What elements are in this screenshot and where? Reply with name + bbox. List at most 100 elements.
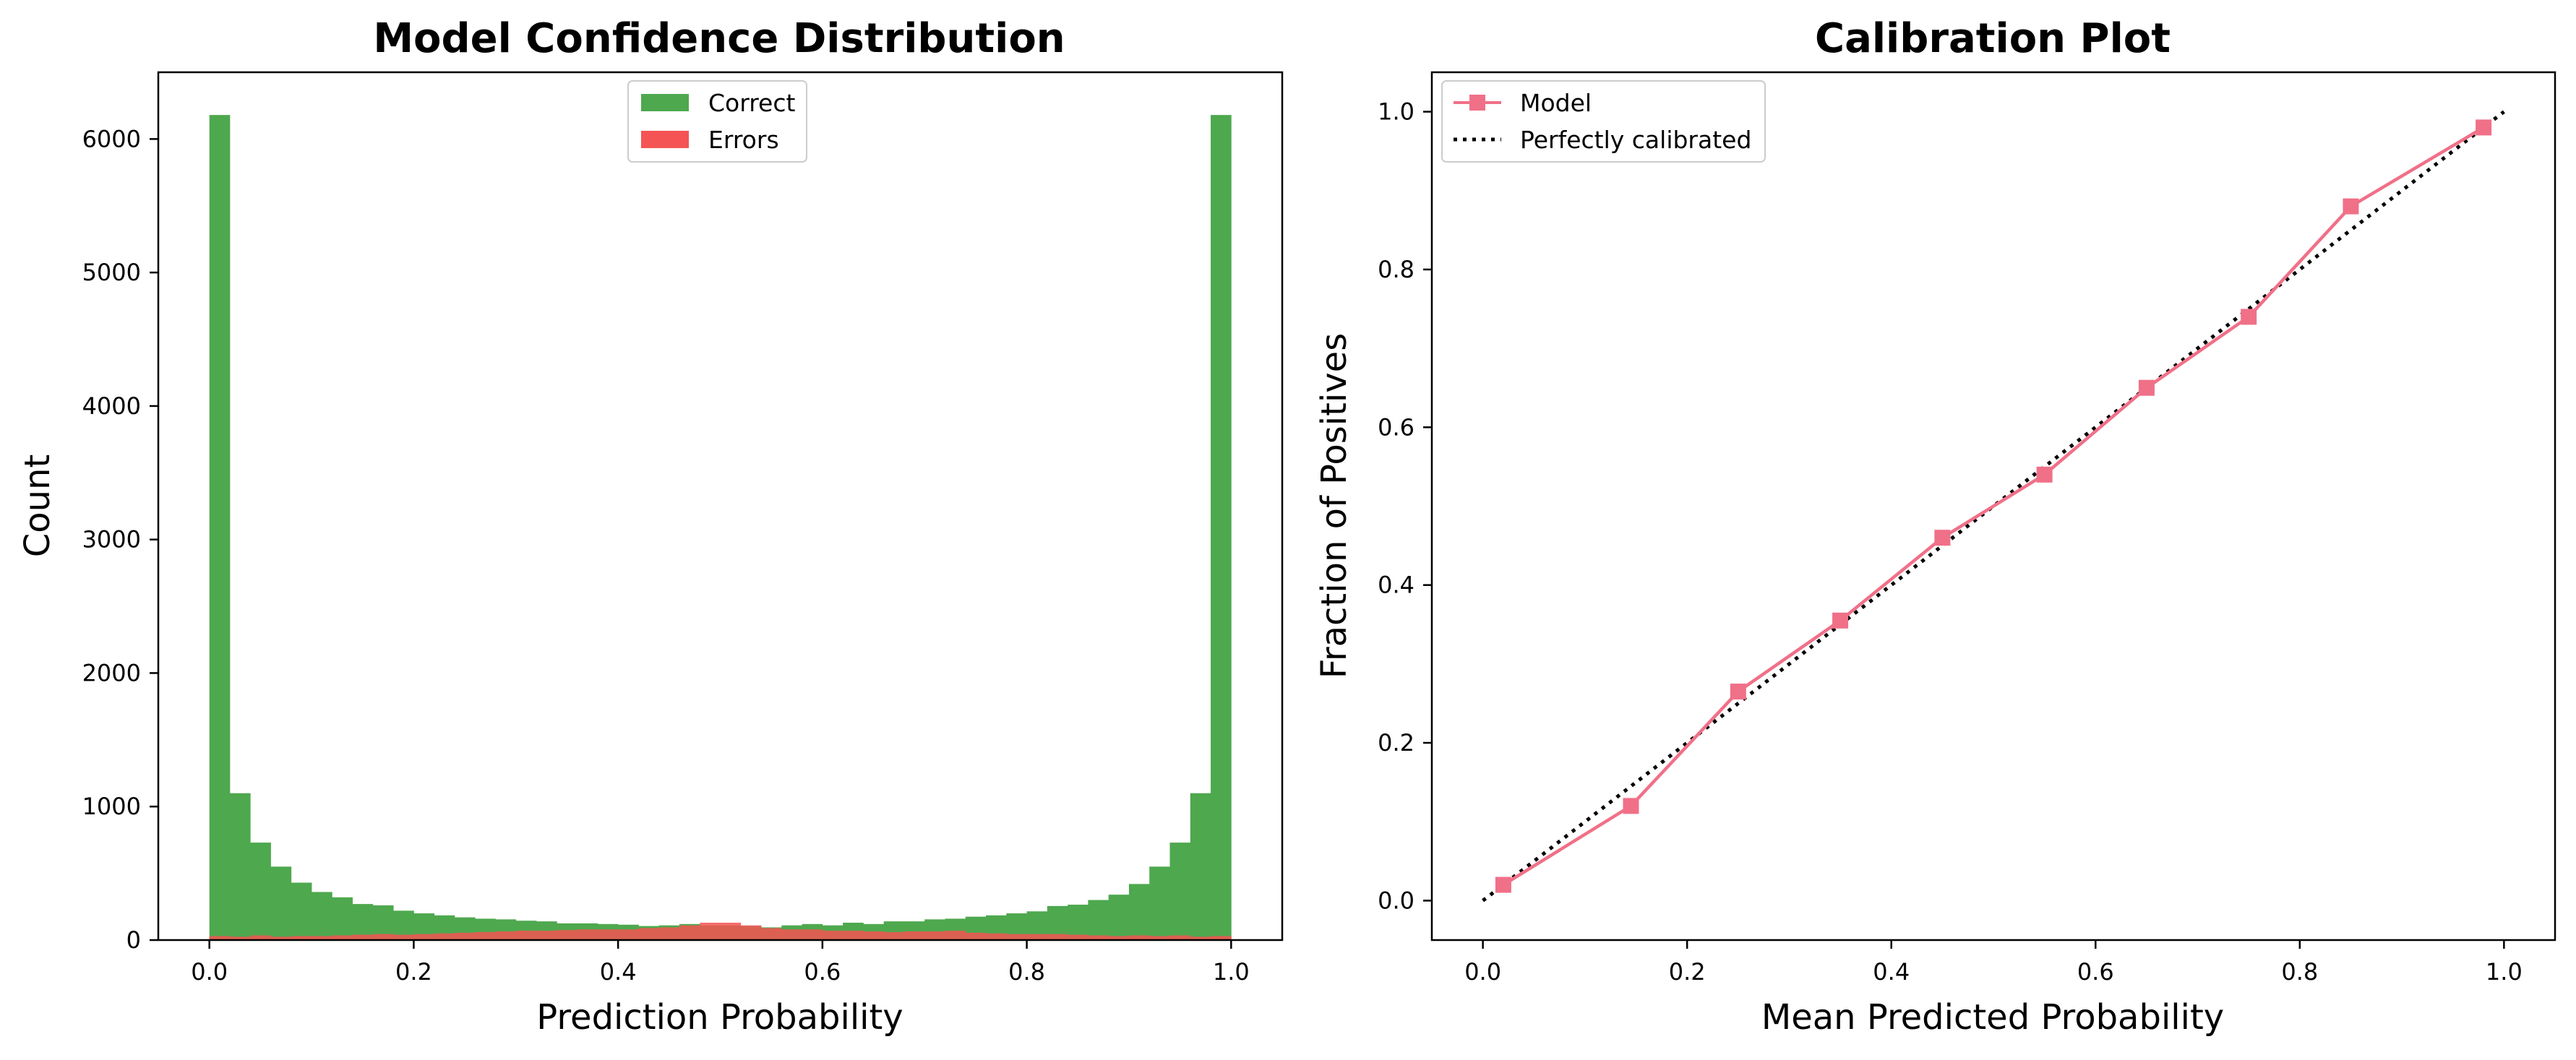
errors-bar-5 bbox=[312, 936, 332, 940]
histogram-x-axis-label: Prediction Probability bbox=[536, 997, 903, 1038]
histogram-x-tick-label-1: 0.2 bbox=[395, 958, 432, 986]
errors-bar-36 bbox=[945, 931, 966, 940]
histogram-y-tick-label-3: 3000 bbox=[82, 526, 141, 553]
errors-bar-39 bbox=[1006, 934, 1027, 940]
correct-bar-44 bbox=[1108, 895, 1130, 940]
errors-bar-2 bbox=[250, 935, 271, 940]
errors-bar-43 bbox=[1088, 935, 1109, 940]
errors-bar-40 bbox=[1026, 934, 1048, 940]
calibration-x-tick-label-2: 0.4 bbox=[1873, 958, 1910, 986]
model-point-3 bbox=[1832, 612, 1849, 629]
calibration-y-tick-label-3: 0.6 bbox=[1378, 413, 1414, 441]
histogram-y-tick-label-2: 2000 bbox=[82, 659, 141, 686]
legend-swatch-errors bbox=[641, 131, 689, 148]
histogram-bars bbox=[209, 115, 1232, 940]
correct-bar-0 bbox=[209, 115, 231, 940]
calibration-plot-frame bbox=[1430, 71, 2556, 941]
histogram-x-tick-label-4: 0.8 bbox=[1008, 958, 1045, 986]
correct-bar-4 bbox=[291, 882, 312, 940]
errors-bar-35 bbox=[924, 931, 945, 940]
errors-bar-27 bbox=[761, 928, 782, 940]
errors-bar-26 bbox=[740, 925, 762, 940]
histogram-title: Model Confidence Distribution bbox=[373, 15, 1065, 62]
model-point-8 bbox=[2343, 198, 2359, 215]
correct-bar-48 bbox=[1190, 793, 1211, 940]
histogram-y-axis: 0 1000 2000 3000 4000 5000 6000 bbox=[82, 125, 158, 954]
calibration-panel: Calibration Plot 0.0 0.2 0.4 0.6 0.8 1.0 0.0 0… bbox=[1314, 15, 2556, 1038]
legend-label-errors: Errors bbox=[708, 126, 779, 154]
calibration-y-tick-label-0: 0.0 bbox=[1378, 887, 1414, 914]
histogram-plot-frame bbox=[157, 71, 1284, 941]
errors-bar-21 bbox=[638, 928, 660, 940]
errors-bar-41 bbox=[1047, 934, 1068, 940]
correct-bar-45 bbox=[1128, 884, 1150, 940]
errors-bar-32 bbox=[863, 931, 885, 940]
errors-bar-16 bbox=[536, 931, 557, 940]
calibration-lines bbox=[1482, 110, 2505, 902]
errors-bar-23 bbox=[679, 925, 700, 940]
histogram-y-tick-label-6: 6000 bbox=[82, 125, 141, 152]
histogram-panel: Model Confidence Distribution 0.0 0.2 0.4 0… bbox=[17, 15, 1284, 1038]
errors-bar-45 bbox=[1128, 935, 1150, 940]
errors-bar-34 bbox=[903, 931, 925, 940]
errors-bar-1 bbox=[229, 936, 251, 940]
errors-bar-9 bbox=[393, 934, 414, 940]
errors-bar-12 bbox=[454, 932, 476, 940]
calibration-x-axis: 0.0 0.2 0.4 0.6 0.8 1.0 bbox=[1464, 940, 2523, 986]
correct-bar-3 bbox=[270, 866, 292, 940]
legend-label-perfectly-calibrated: Perfectly calibrated bbox=[1520, 126, 1751, 154]
errors-bar-24 bbox=[700, 922, 721, 940]
errors-bar-17 bbox=[557, 930, 578, 940]
calibration-y-tick-label-5: 1.0 bbox=[1378, 98, 1414, 126]
correct-bar-43 bbox=[1088, 900, 1109, 940]
errors-bar-47 bbox=[1169, 935, 1191, 940]
correct-bar-46 bbox=[1149, 866, 1170, 940]
calibration-x-axis-label: Mean Predicted Probability bbox=[1761, 997, 2224, 1038]
errors-bar-22 bbox=[658, 927, 680, 940]
errors-bar-33 bbox=[883, 931, 905, 940]
errors-bar-44 bbox=[1108, 936, 1130, 940]
histogram-x-tick-label-5: 1.0 bbox=[1213, 958, 1250, 986]
calibration-x-tick-label-5: 1.0 bbox=[2486, 958, 2523, 986]
model-point-0 bbox=[1495, 876, 1511, 893]
correct-bar-6 bbox=[332, 897, 353, 940]
histogram-x-axis: 0.0 0.2 0.4 0.6 0.8 1.0 bbox=[191, 940, 1250, 986]
errors-bar-11 bbox=[434, 933, 455, 940]
histogram-y-tick-label-0: 0 bbox=[126, 926, 141, 954]
errors-bar-30 bbox=[822, 931, 843, 940]
calibration-x-tick-label-1: 0.2 bbox=[1669, 958, 1706, 986]
histogram-x-tick-label-0: 0.0 bbox=[191, 958, 228, 986]
calibration-x-tick-label-3: 0.6 bbox=[2077, 958, 2114, 986]
correct-bar-7 bbox=[352, 904, 374, 940]
calibration-y-axis-label: Fraction of Positives bbox=[1314, 333, 1354, 678]
histogram-x-tick-label-2: 0.4 bbox=[600, 958, 637, 986]
correct-bar-5 bbox=[312, 892, 332, 940]
errors-bar-3 bbox=[270, 936, 292, 940]
histogram-y-axis-label: Count bbox=[17, 454, 58, 558]
errors-bar-31 bbox=[843, 931, 864, 940]
model-point-9 bbox=[2476, 119, 2492, 136]
errors-bar-25 bbox=[720, 922, 742, 940]
errors-bar-18 bbox=[577, 929, 598, 940]
calibration-legend-frame bbox=[1441, 80, 1766, 163]
errors-bar-29 bbox=[802, 929, 823, 940]
calibration-title: Calibration Plot bbox=[1815, 15, 2171, 62]
histogram-x-tick-label-3: 0.6 bbox=[804, 958, 841, 986]
correct-bar-49 bbox=[1211, 115, 1232, 940]
calibration-y-axis: 0.0 0.2 0.4 0.6 0.8 1.0 bbox=[1378, 98, 1432, 914]
histogram-y-tick-label-5: 5000 bbox=[82, 259, 141, 286]
errors-bar-49 bbox=[1211, 936, 1232, 940]
model-line bbox=[1502, 126, 2485, 887]
errors-bar-7 bbox=[352, 934, 374, 940]
errors-bar-14 bbox=[495, 931, 517, 940]
correct-bar-2 bbox=[250, 843, 271, 940]
errors-bar-19 bbox=[597, 929, 619, 940]
errors-bar-48 bbox=[1190, 936, 1211, 940]
errors-bar-8 bbox=[372, 934, 394, 940]
errors-bar-15 bbox=[515, 931, 537, 940]
errors-bar-38 bbox=[986, 933, 1007, 940]
errors-bar-28 bbox=[781, 929, 802, 940]
errors-bar-46 bbox=[1149, 936, 1170, 940]
correct-bar-42 bbox=[1068, 905, 1089, 940]
